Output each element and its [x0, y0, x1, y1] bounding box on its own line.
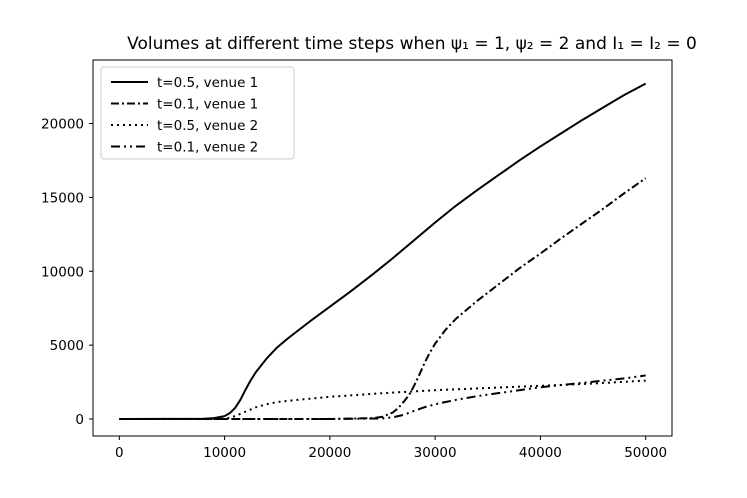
x-tick-label: 40000	[519, 445, 562, 461]
x-tick-label: 50000	[624, 445, 667, 461]
series-line-2	[119, 177, 647, 421]
chart-title: Volumes at different time steps when ψ₁ …	[127, 34, 697, 54]
legend: t=0.5, venue 1 t=0.1, venue 1 t=0.5, venue…	[100, 66, 295, 160]
plot-area-border	[92, 59, 673, 437]
legend-label: t=0.1, venue 1	[157, 97, 258, 113]
series-line-4	[119, 374, 646, 421]
y-tick-label: 5000	[50, 338, 84, 354]
legend-label: t=0.5, venue 2	[157, 118, 258, 134]
series-line-1	[119, 82, 647, 421]
x-axis: 0 10000 20000 30000 40000 50000	[115, 436, 667, 461]
x-tick-label: 30000	[414, 445, 457, 461]
legend-box	[100, 66, 295, 160]
legend-label: t=0.1, venue 2	[157, 140, 258, 156]
series-line-3	[119, 379, 646, 421]
y-tick-label: 10000	[41, 264, 84, 280]
y-tick-label: 0	[75, 412, 84, 428]
y-axis: 0 5000 10000 15000 20000	[41, 117, 93, 428]
series-layer	[119, 82, 647, 421]
x-tick-label: 10000	[203, 445, 246, 461]
x-tick-label: 20000	[308, 445, 351, 461]
axes-frame	[92, 59, 673, 437]
x-tick-label: 0	[115, 445, 124, 461]
legend-label: t=0.5, venue 1	[157, 75, 258, 91]
y-tick-label: 15000	[41, 190, 84, 206]
y-tick-label: 20000	[41, 117, 84, 133]
